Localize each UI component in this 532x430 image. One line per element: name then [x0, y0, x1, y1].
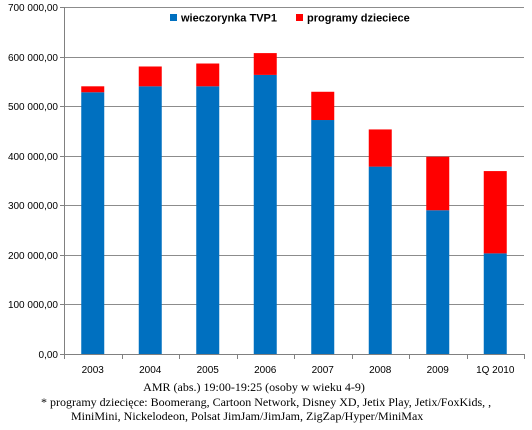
y-tick-label: 500 000,00 — [8, 102, 58, 113]
x-tick-label: 2009 — [427, 365, 450, 376]
bars — [81, 53, 507, 355]
bar-programy-2003 — [81, 86, 105, 93]
x-tick-label: 1Q 2010 — [476, 365, 515, 376]
bar-wieczorynka-2004 — [138, 86, 162, 354]
x-tick-label: 2008 — [369, 365, 392, 376]
legend: wieczorynka TVP1 programy dzieciece — [170, 13, 410, 25]
y-tick-label: 100 000,00 — [8, 300, 58, 311]
y-tick-label: 600 000,00 — [8, 53, 58, 64]
footnote-line-2: MiniMini, Nickelodeon, Polsat JimJam/Jim… — [71, 409, 424, 423]
bar-wieczorynka-2008 — [368, 166, 392, 354]
bar-wieczorynka-2007 — [311, 120, 335, 355]
bar-wieczorynka-2006 — [253, 74, 277, 354]
bar-programy-2008 — [368, 129, 392, 167]
bar-programy-1Q-2010 — [483, 171, 507, 254]
legend-label: programy dzieciece — [307, 13, 410, 25]
stacked-bar-chart: 0,00 100 000,00 200 000,00 300 000,00 400 00… — [8, 3, 525, 376]
x-axis-title: AMR (abs.) 19:00-19:25 (osoby w wieku 4-… — [143, 380, 365, 394]
bar-wieczorynka-2009 — [426, 210, 450, 354]
x-axis-tick-labels: 2003 2004 2005 2006 2007 2008 2009 1Q 2010 — [82, 365, 515, 376]
bar-wieczorynka-1Q-2010 — [483, 253, 507, 354]
bar-programy-2009 — [426, 156, 450, 211]
x-tick-label: 2003 — [82, 365, 105, 376]
y-tick-label: 300 000,00 — [8, 201, 58, 212]
bar-programy-2006 — [253, 53, 277, 75]
bar-programy-2004 — [138, 66, 162, 87]
x-tick-label: 2006 — [254, 365, 277, 376]
bar-programy-2005 — [196, 63, 220, 87]
y-tick-label: 400 000,00 — [8, 152, 58, 163]
footnote-line-1: * programy dziecięce: Boomerang, Cartoon… — [41, 395, 492, 409]
bar-programy-2007 — [311, 91, 335, 121]
legend-swatch — [170, 14, 177, 21]
y-tick-label: 700 000,00 — [8, 3, 58, 14]
y-tick-label: 0,00 — [39, 350, 59, 361]
x-tick-label: 2007 — [312, 365, 335, 376]
legend-swatch — [296, 14, 303, 21]
axes — [64, 7, 525, 359]
y-axis-tick-labels: 0,00 100 000,00 200 000,00 300 000,00 400 00… — [8, 3, 58, 361]
x-tick-label: 2004 — [139, 365, 162, 376]
legend-label: wieczorynka TVP1 — [180, 13, 277, 25]
bar-wieczorynka-2003 — [81, 92, 105, 354]
y-tick-label: 200 000,00 — [8, 251, 58, 262]
gridlines — [60, 7, 524, 355]
bar-wieczorynka-2005 — [196, 86, 220, 354]
x-tick-label: 2005 — [197, 365, 220, 376]
